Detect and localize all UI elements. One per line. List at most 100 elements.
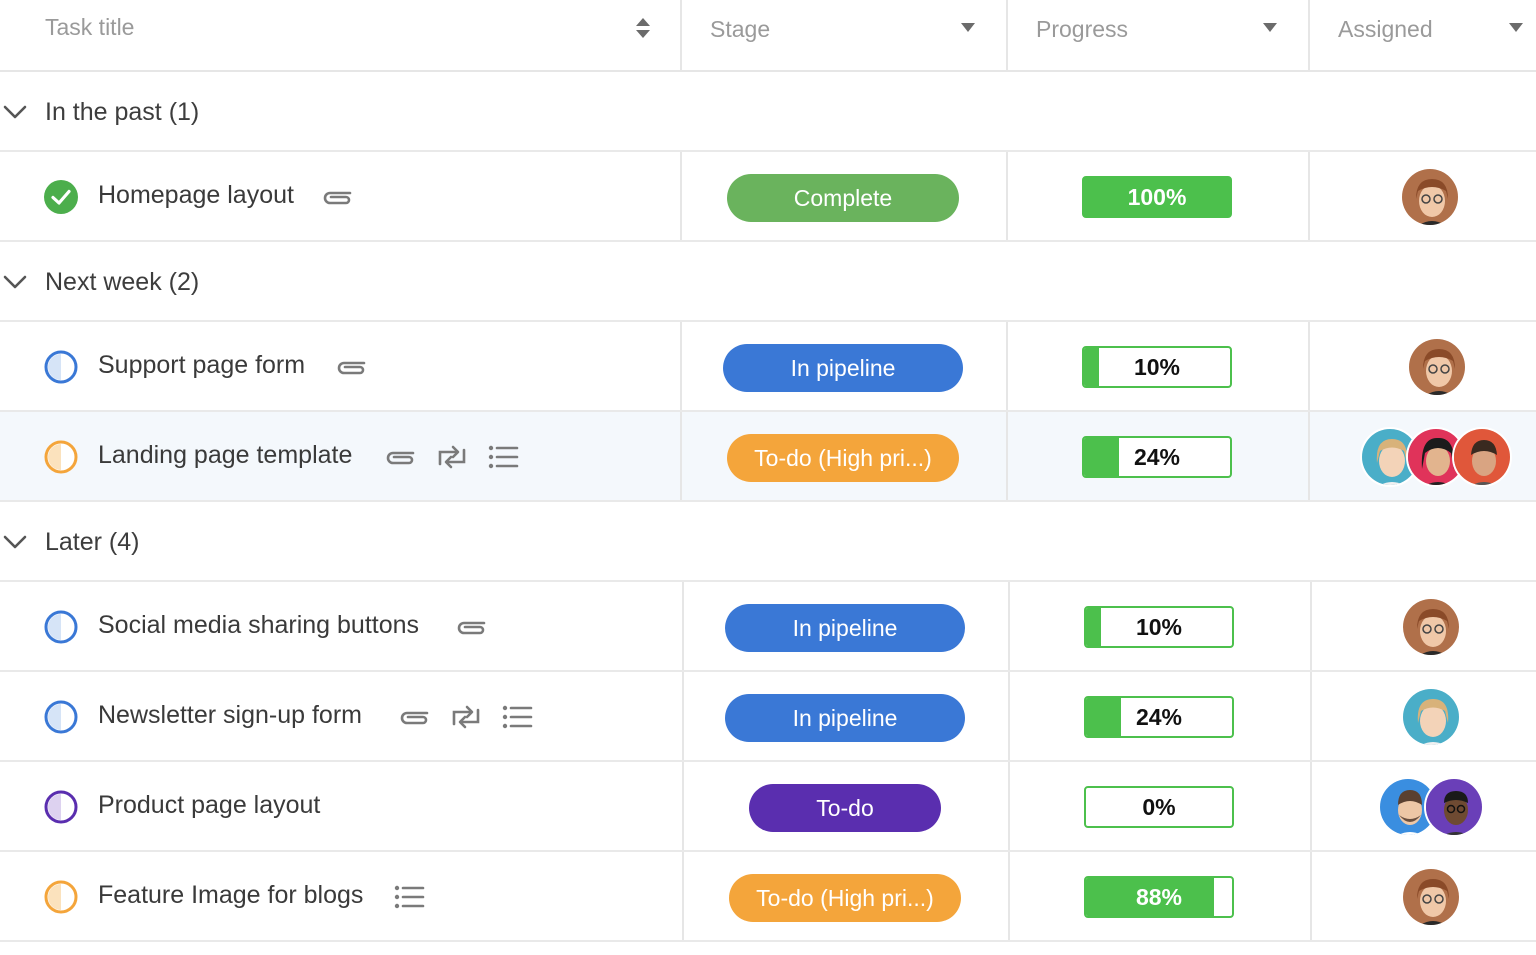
half-circle-status-icon[interactable] <box>44 790 78 824</box>
avatar-group[interactable] <box>1378 777 1484 837</box>
task-name[interactable]: Feature Image for blogs <box>98 881 364 909</box>
assigned-cell <box>1310 322 1536 410</box>
stage-cell: In pipeline <box>684 582 1010 670</box>
avatar-group[interactable] <box>1401 867 1461 927</box>
sort-icon[interactable] <box>634 16 652 40</box>
avatar-man-red <box>1452 427 1512 487</box>
avatar-woman-glasses <box>1407 337 1467 397</box>
progress-bar: 100% <box>1082 176 1232 218</box>
task-title-cell: Product page layout <box>0 762 684 850</box>
assigned-cell <box>1312 852 1536 940</box>
chevron-down-icon[interactable] <box>3 104 27 120</box>
progress-cell: 88% <box>1010 852 1312 940</box>
stage-badge[interactable]: To-do (High pri...) <box>727 434 959 482</box>
task-name[interactable]: Social media sharing buttons <box>98 611 420 639</box>
progress-label: 10% <box>1133 353 1181 380</box>
stage-cell: To-do (High pri...) <box>682 412 1008 500</box>
task-title-cell: Homepage layout <box>0 152 682 240</box>
avatar-man-beard <box>1378 777 1438 837</box>
progress-bar: 0% <box>1084 786 1234 828</box>
task-name[interactable]: Support page form <box>98 351 306 379</box>
progress-cell: 24% <box>1008 412 1310 500</box>
recurring-icon <box>435 442 469 472</box>
checklist-icon <box>486 442 520 472</box>
column-header-progress[interactable]: Progress <box>1008 0 1310 72</box>
progress-label: 24% <box>1135 703 1183 730</box>
task-title-cell: Landing page template <box>0 412 682 500</box>
assigned-cell <box>1312 672 1536 760</box>
avatar-group[interactable] <box>1400 167 1460 227</box>
table-row[interactable]: Feature Image for blogs To-do (High pri.… <box>0 852 1536 942</box>
group-label: Next week (2) <box>45 268 200 296</box>
group-later[interactable]: Later (4) <box>0 502 1536 582</box>
table-row[interactable]: Newsletter sign-up form In pipeline 24% <box>0 672 1536 762</box>
progress-bar: 88% <box>1084 876 1234 918</box>
progress-bar: 10% <box>1082 346 1232 388</box>
progress-cell: 0% <box>1010 762 1312 850</box>
task-name[interactable]: Landing page template <box>98 441 353 469</box>
half-circle-status-icon[interactable] <box>44 610 78 644</box>
assigned-cell <box>1312 762 1536 850</box>
paperclip-icon <box>320 182 354 212</box>
avatar-woman-blonde <box>1401 687 1461 747</box>
progress-label: 100% <box>1127 183 1187 210</box>
half-circle-status-icon[interactable] <box>44 440 78 474</box>
assigned-cell <box>1310 412 1536 500</box>
stage-cell: In pipeline <box>684 672 1010 760</box>
dropdown-caret-icon[interactable] <box>1263 23 1277 32</box>
stage-badge[interactable]: To-do (High pri...) <box>729 874 961 922</box>
column-header-task-title[interactable]: Task title <box>0 0 682 72</box>
half-circle-status-icon[interactable] <box>44 350 78 384</box>
stage-badge[interactable]: In pipeline <box>723 344 963 392</box>
task-name[interactable]: Product page layout <box>98 791 321 819</box>
assigned-cell <box>1310 152 1536 240</box>
progress-cell: 10% <box>1008 322 1310 410</box>
paperclip-icon <box>454 612 488 642</box>
group-label: In the past (1) <box>45 98 200 126</box>
dropdown-caret-icon[interactable] <box>961 23 975 32</box>
stage-badge[interactable]: To-do <box>749 784 941 832</box>
column-header-stage[interactable]: Stage <box>682 0 1008 72</box>
progress-cell: 100% <box>1008 152 1310 240</box>
progress-cell: 10% <box>1010 582 1312 670</box>
avatar-group[interactable] <box>1407 337 1467 397</box>
progress-label: 0% <box>1142 793 1176 820</box>
table-row[interactable]: Landing page template To-do (High pri...… <box>0 412 1536 502</box>
table-header: Task title Stage Progress Assigned <box>0 0 1536 72</box>
stage-badge[interactable]: In pipeline <box>725 604 965 652</box>
group-in-the-past[interactable]: In the past (1) <box>0 72 1536 152</box>
progress-fill <box>1086 608 1101 646</box>
avatar-woman-glasses <box>1400 167 1460 227</box>
chevron-down-icon[interactable] <box>3 274 27 290</box>
avatar-group[interactable] <box>1360 427 1512 487</box>
avatar-group[interactable] <box>1401 687 1461 747</box>
column-header-label: Stage <box>710 16 771 42</box>
column-header-label: Assigned <box>1338 16 1433 42</box>
table-row[interactable]: Social media sharing buttons In pipeline… <box>0 582 1536 672</box>
progress-label: 88% <box>1135 883 1183 910</box>
stage-cell: To-do (High pri...) <box>684 852 1010 940</box>
half-circle-status-icon[interactable] <box>44 700 78 734</box>
avatar-group[interactable] <box>1401 597 1461 657</box>
chevron-down-icon[interactable] <box>3 534 27 550</box>
stage-badge[interactable]: Complete <box>727 174 959 222</box>
column-header-assigned[interactable]: Assigned <box>1310 0 1536 72</box>
avatar-woman-glasses <box>1401 597 1461 657</box>
half-circle-status-icon[interactable] <box>44 880 78 914</box>
check-circle-icon[interactable] <box>44 180 78 214</box>
progress-fill <box>1084 178 1230 216</box>
group-next-week[interactable]: Next week (2) <box>0 242 1536 322</box>
column-header-label: Progress <box>1036 16 1129 42</box>
group-label: Later (4) <box>45 528 140 556</box>
task-name[interactable]: Newsletter sign-up form <box>98 701 362 729</box>
table-row[interactable]: Homepage layout Complete 100% <box>0 152 1536 242</box>
table-row[interactable]: Support page form In pipeline 10% <box>0 322 1536 412</box>
task-name[interactable]: Homepage layout <box>98 181 294 209</box>
dropdown-caret-icon[interactable] <box>1509 23 1523 32</box>
table-row[interactable]: Product page layout To-do 0% <box>0 762 1536 852</box>
task-title-cell: Social media sharing buttons <box>0 582 684 670</box>
progress-bar: 24% <box>1084 696 1234 738</box>
stage-badge[interactable]: In pipeline <box>725 694 965 742</box>
progress-bar: 10% <box>1084 606 1234 648</box>
paperclip-icon <box>334 352 368 382</box>
